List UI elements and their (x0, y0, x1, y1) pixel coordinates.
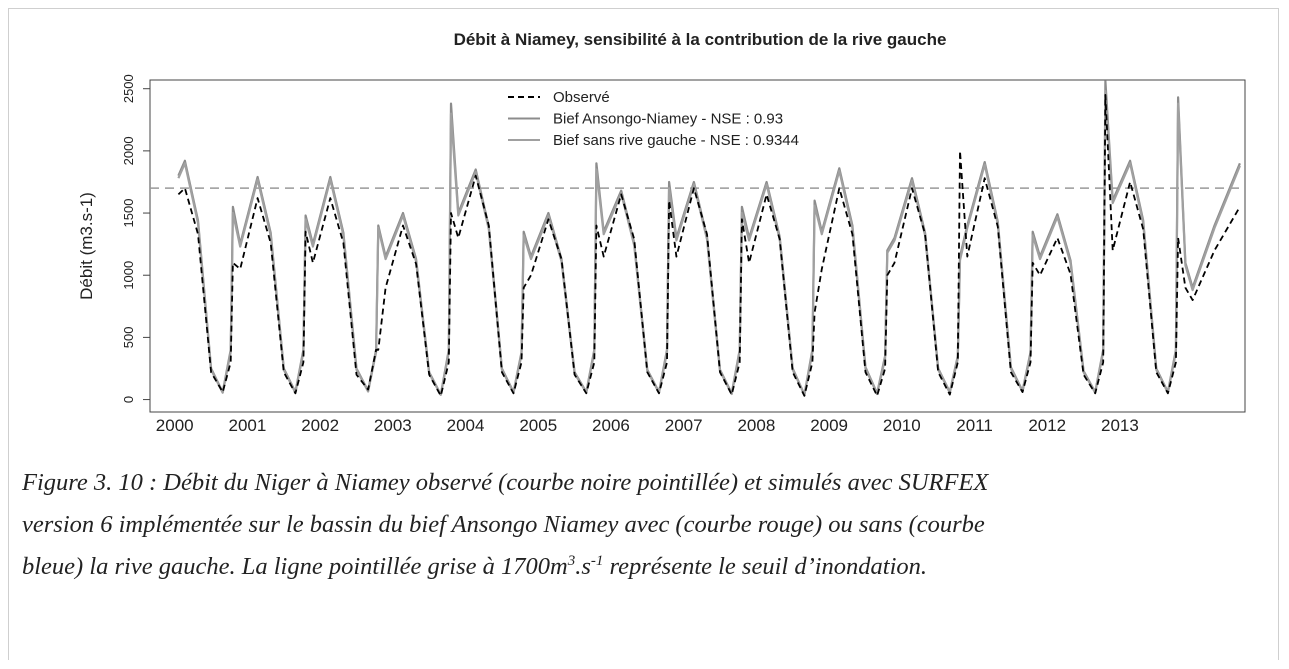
caption-text: .s (575, 553, 591, 580)
figure-frame (8, 8, 1279, 660)
x-tick-label: 2010 (883, 416, 921, 435)
x-tick-label: 2012 (1028, 416, 1066, 435)
y-tick-label: 1500 (121, 199, 136, 228)
x-tick-label: 2006 (592, 416, 630, 435)
plot-frame (149, 79, 1246, 413)
chart-title: Débit à Niamey, sensibilité à la contrib… (454, 30, 947, 49)
legend-label: Observé (553, 89, 610, 106)
x-tick-label: 2008 (737, 416, 775, 435)
x-tick-label: 2000 (156, 416, 194, 435)
caption-line: version 6 implémentée sur le bassin du b… (22, 511, 985, 538)
chart: Débit à Niamey, sensibilité à la contrib… (77, 30, 1246, 435)
y-tick-label: 2500 (121, 74, 136, 103)
x-tick-label: 2011 (956, 416, 993, 435)
x-tick-label: 2004 (447, 416, 485, 435)
y-tick-label: 500 (121, 327, 136, 349)
x-tick-label: 2009 (810, 416, 848, 435)
caption-line: bleue) la rive gauche. La ligne pointill… (22, 546, 1272, 588)
caption-text: bleue) la rive gauche. La ligne pointill… (22, 553, 568, 580)
legend-label: Bief Ansongo-Niamey - NSE : 0.93 (553, 111, 783, 128)
x-tick-label: 2005 (519, 416, 557, 435)
y-tick-label: 1000 (121, 261, 136, 290)
y-tick-label: 0 (121, 396, 136, 403)
y-tick-label: 2000 (121, 136, 136, 165)
x-tick-label: 2013 (1101, 416, 1139, 435)
figure-caption: Figure 3. 10 : Débit du Niger à Niamey o… (22, 462, 1272, 588)
x-tick-label: 2007 (665, 416, 703, 435)
caption-line: Figure 3. 10 : Débit du Niger à Niamey o… (22, 469, 989, 496)
series-line (177, 94, 1241, 397)
caption-superscript: -1 (590, 552, 604, 569)
x-tick-label: 2001 (229, 416, 267, 435)
legend-label: Bief sans rive gauche - NSE : 0.9344 (553, 132, 799, 149)
caption-superscript: 3 (567, 552, 576, 569)
y-axis-label: Débit (m3.s-1) (77, 192, 96, 300)
caption-text: représente le seuil d’inondation. (603, 553, 928, 580)
x-tick-label: 2003 (374, 416, 412, 435)
x-tick-label: 2002 (301, 416, 339, 435)
